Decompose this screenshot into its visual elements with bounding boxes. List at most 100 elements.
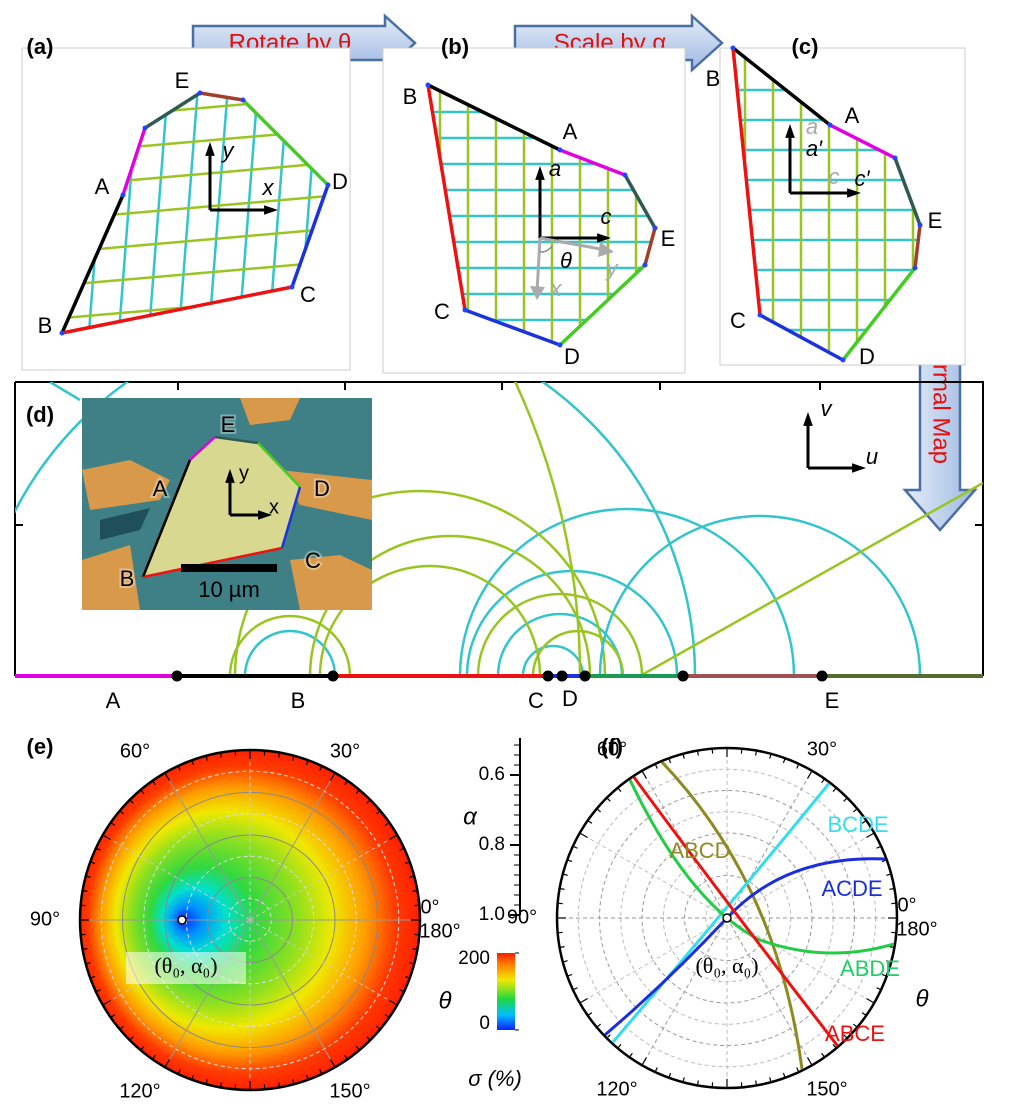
vertex-label: A [845, 103, 860, 128]
angle-tick-label: 180° [419, 920, 460, 942]
arrow-head [852, 463, 866, 473]
boundary-dot [543, 671, 554, 682]
point-label: (θ₀, α₀) [154, 953, 217, 978]
rim-tick [697, 1080, 698, 1085]
vertex-dot [653, 226, 658, 231]
angle-tick-label: 0° [897, 894, 916, 916]
vertex-dot [241, 98, 246, 103]
boundary-dot [328, 671, 339, 682]
axis-label: a [549, 156, 561, 181]
rim-tick [889, 947, 894, 948]
colorbar [497, 953, 515, 1030]
boundary-label: E [825, 688, 840, 713]
vertex-label: B [706, 66, 721, 91]
curve-label: ACDE [821, 876, 882, 901]
vertex-label: C [434, 299, 450, 324]
vertex-dot [558, 343, 563, 348]
vertex-label: A [95, 174, 110, 199]
angle-tick-label: 180° [896, 918, 937, 940]
axis-label: x [269, 496, 279, 518]
arrow-head [803, 412, 813, 426]
vertex-label: A [563, 119, 578, 144]
vertex-label: B [38, 313, 53, 338]
vertex-label: E [175, 68, 190, 93]
boundary-label: D [562, 686, 578, 711]
vertex-dot [643, 263, 648, 268]
curve-label: ABCE [825, 1021, 885, 1046]
rim-tick [756, 751, 757, 756]
scale-bar-label: 10 µm [198, 577, 260, 602]
vertex-dot [758, 313, 763, 318]
body: Rotate by θScale by αConformal Map(a)ABC… [0, 0, 1012, 1107]
boundary-label: A [106, 688, 121, 713]
axis-label: x [262, 175, 275, 200]
vertex-dot [918, 223, 923, 228]
alpha-tick-label: 0.8 [479, 834, 505, 855]
vertex-label: D [314, 476, 330, 501]
panel-label: (a) [27, 34, 54, 59]
rim-tick [83, 890, 88, 891]
vertex-dot [828, 123, 833, 128]
conformal-line [640, 483, 983, 676]
rim-tick [220, 753, 221, 758]
point-label: (θ₀, α₀) [695, 953, 758, 978]
optimum-point [178, 916, 186, 924]
axis-label: y [221, 138, 236, 163]
vertex-dot [913, 266, 918, 271]
axis-label: x [550, 276, 563, 301]
axis-label: θ [915, 985, 928, 1012]
vertex-label: D [859, 344, 875, 369]
boundary-dot [172, 671, 183, 682]
vertex-label: E [928, 208, 943, 233]
scale-bar [181, 564, 277, 572]
rim-tick [83, 949, 88, 950]
vertex-dot [731, 46, 736, 51]
alpha-tick-label: 1.0 [479, 904, 505, 925]
panel-label: (f) [601, 734, 623, 759]
vertex-dot [290, 285, 295, 290]
panel-label: (b) [441, 34, 469, 59]
boundary-label: C [528, 688, 544, 713]
rim-tick [279, 753, 280, 758]
angle-tick-label: 120° [596, 1078, 637, 1100]
vertex-dot [60, 331, 65, 336]
angle-tick-label: 0° [420, 896, 439, 918]
optimum-point [723, 914, 731, 922]
axis-label: y [605, 256, 620, 281]
rim-tick [560, 947, 565, 948]
vertex-label: A [153, 476, 168, 501]
vertex-dot [893, 156, 898, 161]
vertex-dot [326, 183, 331, 188]
boundary-dot [817, 671, 828, 682]
angle-tick-label: 60° [120, 740, 150, 762]
axis-label: a′ [806, 136, 823, 161]
angle-tick-label: 30° [330, 740, 360, 762]
vertex-label: B [403, 84, 418, 109]
vertex-label: D [564, 344, 580, 369]
angle-tick-label: 120° [119, 1080, 160, 1102]
vertex-label: B [120, 566, 135, 591]
axis-label: c [829, 164, 840, 189]
curve-label: ABCD [669, 838, 730, 863]
panel-label: (e) [27, 734, 54, 759]
vertex-dot [623, 173, 628, 178]
colorbar-tick-label: 200 [458, 948, 490, 969]
boundary-dot [678, 671, 689, 682]
vertex-label: E [221, 412, 236, 437]
vertex-dot [463, 308, 468, 313]
vertex-label: C [300, 282, 316, 307]
axis-label: θ [438, 987, 451, 1014]
conformal-arc [600, 516, 920, 676]
rim-tick [220, 1082, 221, 1087]
axis-label: c′ [854, 166, 870, 191]
rim-tick [889, 888, 894, 889]
vertex-label: C [305, 548, 321, 573]
boundary-label: B [291, 688, 306, 713]
rim-tick [412, 890, 417, 891]
axis-label: y [239, 462, 249, 484]
vertex-label: C [730, 308, 746, 333]
axis-label: α [463, 803, 478, 830]
vertex-label: D [332, 169, 348, 194]
page: { "arrows": ["Rotate by θ", "Scale by α"… [0, 0, 1012, 1107]
angle-tick-label: 90° [507, 906, 537, 928]
